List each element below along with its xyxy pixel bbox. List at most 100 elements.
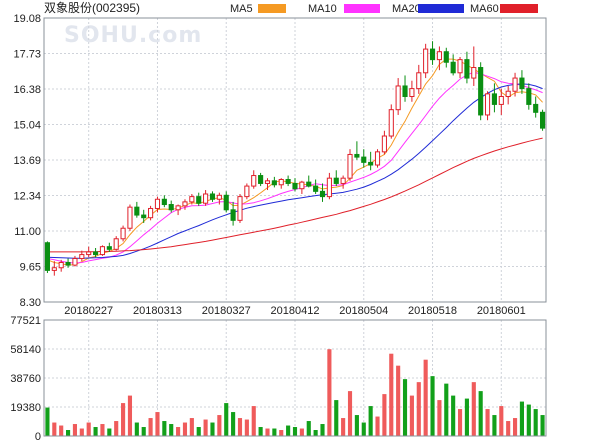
ma20-line [47,83,543,259]
volume-bar [382,394,387,436]
volume-bar [265,428,270,436]
candle-body [409,88,415,98]
volume-bar [121,403,126,436]
volume-bar [279,430,284,436]
candle-body [182,201,188,207]
volume-bar [244,419,249,436]
volume-bar [327,349,332,436]
candle-body [436,51,442,61]
candle-body [113,238,119,250]
volume-y-tick-label: 0 [35,431,41,440]
legend-label-ma20: MA20 [392,3,421,15]
price-y-tick-label: 16.38 [13,84,41,96]
candle-body [154,198,161,209]
volume-bar [86,422,91,436]
volume-bar [492,415,497,436]
candle-body [209,193,216,200]
candle-body [368,161,374,166]
candle-body [478,67,484,116]
candle-body [216,194,222,200]
volume-bar [444,383,449,436]
candle-body [223,194,229,211]
candle-body [491,93,497,105]
legend-swatch-ma20 [418,4,464,13]
volume-bar [169,424,174,436]
volume-bar [93,427,98,436]
volume-bar [519,401,524,436]
legend-label-ma10: MA10 [308,3,337,15]
candle-body [86,251,92,256]
candle-body [505,90,511,98]
candle-body [388,109,394,137]
volume-bar [402,379,408,436]
legend-label-ma5: MA5 [230,3,253,15]
volume-bar [354,415,359,436]
candle-body [457,59,463,74]
candle-body [203,193,209,204]
candle-body [402,85,408,98]
price-y-tick-label: 12.34 [13,191,41,203]
candle-body [141,214,147,219]
candle-body [148,207,154,219]
volume-bar [306,421,311,436]
x-tick-label: 20180313 [133,305,182,317]
volume-bar [416,382,421,436]
volume-bar [437,400,442,436]
candle-body [471,67,477,79]
candle-body [374,151,381,166]
candle-body [429,48,436,61]
price-y-tick-label: 11.00 [14,226,41,238]
candle-body [93,251,99,256]
x-tick-label: 20180227 [64,305,113,317]
candle-body [354,153,360,158]
ma60-line [47,137,543,253]
volume-y-tick-label: 38760 [10,373,41,385]
volume-bar [114,421,119,436]
x-tick-label: 20180412 [271,305,320,317]
candle-body [333,177,339,184]
volume-bar [299,428,304,436]
candle-body [512,77,518,92]
candle-body [533,103,539,113]
candle-body [319,190,326,198]
volume-bar [313,430,318,436]
volume-bar [148,418,153,436]
candle-body [498,96,504,105]
price-panel-frame [43,17,547,303]
volume-bar [540,415,545,436]
volume-bar [79,428,84,436]
candle-body [381,135,387,153]
candle-body [519,77,525,90]
volume-bar [45,407,50,436]
candle-body [292,182,298,190]
watermark: SOHU.com [64,23,202,48]
volume-bar [320,424,325,436]
candle-body [285,178,291,184]
candle-body [416,72,422,90]
volume-bar [485,409,490,436]
legend-label-ma60: MA60 [470,3,499,15]
chart-title: 双象股份(002395) [44,1,140,15]
legend-swatch-ma10 [344,4,380,13]
candle-body [168,204,174,211]
candle-body [161,198,167,206]
candle-body [258,175,264,184]
candle-body [264,180,271,184]
candle-body [237,196,243,221]
volume-bar [127,395,133,436]
volume-bar [533,409,538,436]
volume-bar [72,424,78,436]
volume-bar [286,425,291,436]
x-tick-label: 20180327 [202,305,251,317]
volume-bar [457,409,463,436]
candle-body [313,185,319,192]
candle-body [134,206,140,216]
volume-bar [258,427,263,436]
volume-bar [272,428,277,436]
volume-bar [506,421,511,436]
volume-bar [464,398,469,436]
candle-body [361,156,367,163]
candle-body [484,93,491,116]
volume-bar [100,424,105,436]
candle-body [340,177,346,184]
